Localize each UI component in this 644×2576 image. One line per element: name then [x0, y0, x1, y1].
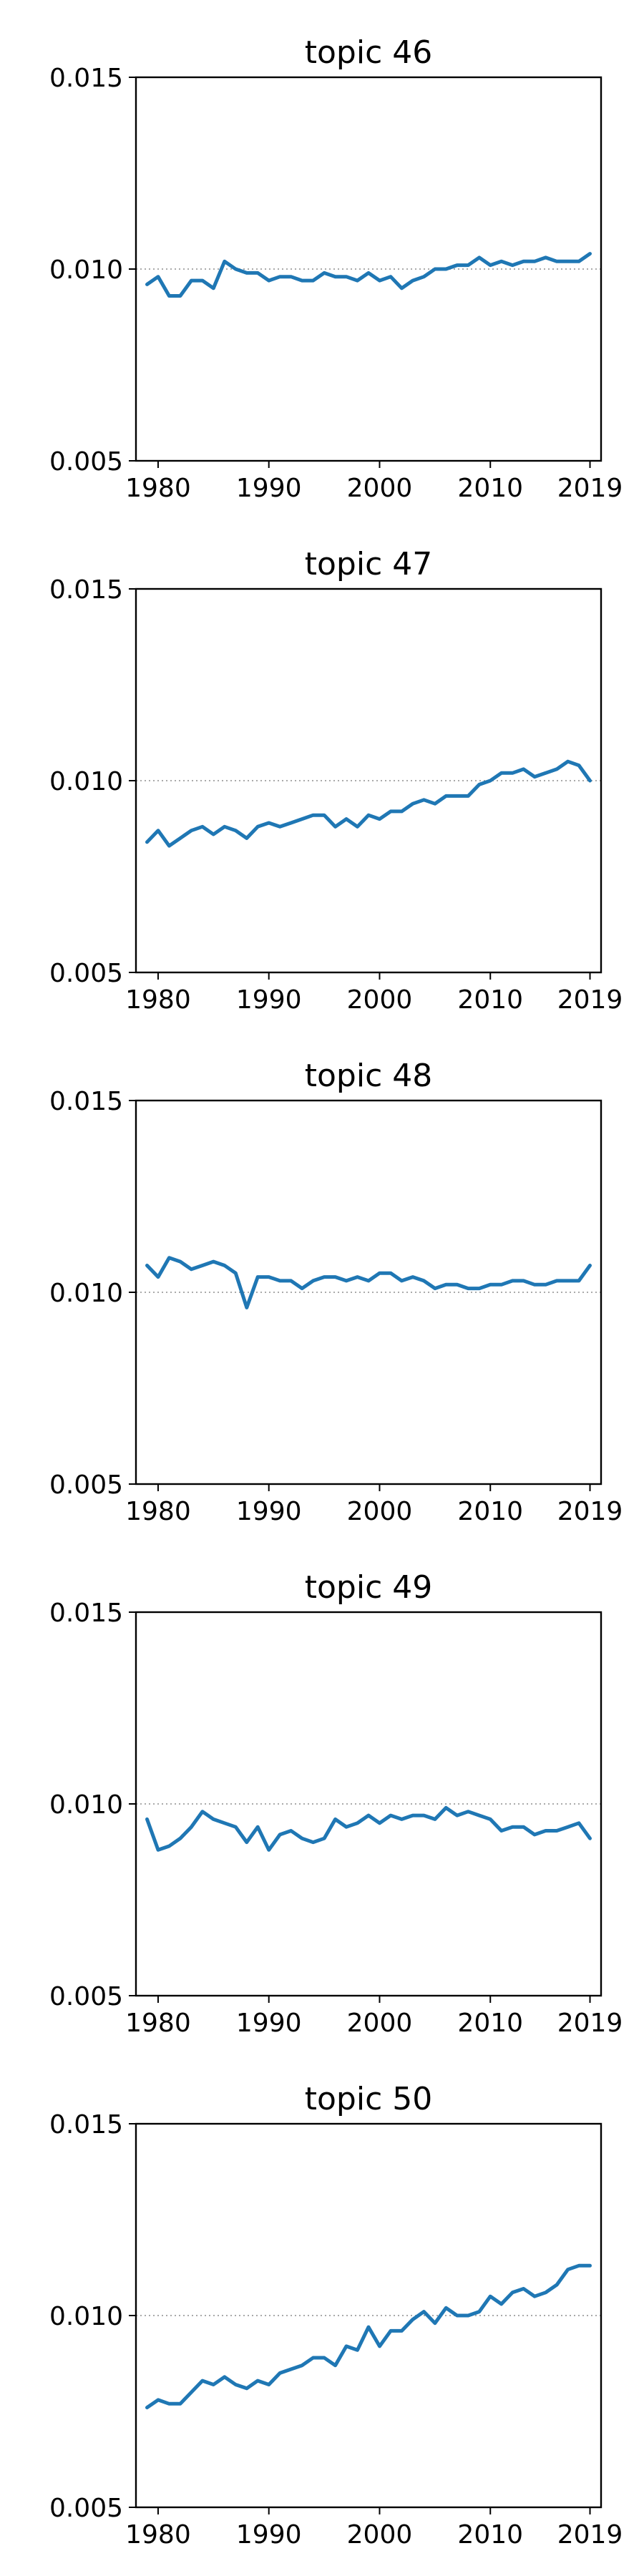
- y-tick-label: 0.015: [49, 575, 123, 605]
- y-tick-label: 0.005: [49, 959, 123, 988]
- series-line: [145, 252, 592, 298]
- y-tick-label: 0.010: [49, 767, 123, 796]
- y-tick-label: 0.010: [49, 1279, 123, 1308]
- x-tick-label: 2000: [347, 2520, 413, 2550]
- x-tick-label: 1990: [236, 2520, 302, 2550]
- x-tick-label: 2000: [347, 1497, 413, 1526]
- x-tick-label: 2000: [347, 2009, 413, 2038]
- x-tick-label: 1980: [125, 2520, 191, 2550]
- y-tick-label: 0.015: [49, 2110, 123, 2140]
- x-tick-label: 2019: [557, 1497, 623, 1526]
- x-tick-label: 1980: [125, 2009, 191, 2038]
- y-tick-label: 0.015: [49, 1087, 123, 1116]
- panel-title: topic 47: [305, 546, 433, 582]
- x-tick-label: 1980: [125, 985, 191, 1015]
- y-tick-label: 0.005: [49, 447, 123, 477]
- x-tick-label: 2010: [457, 2520, 523, 2550]
- x-tick-label: 1980: [125, 474, 191, 503]
- panel-title: topic 48: [305, 1058, 433, 1094]
- x-tick-label: 2010: [457, 985, 523, 1015]
- x-tick-label: 1990: [236, 985, 302, 1015]
- series-line: [145, 1805, 592, 1852]
- x-tick-label: 2019: [557, 474, 623, 503]
- y-tick-label: 0.010: [49, 1790, 123, 1820]
- panel-title: topic 50: [305, 2081, 433, 2117]
- y-tick-label: 0.015: [49, 64, 123, 93]
- series-line: [145, 759, 592, 848]
- x-tick-label: 2019: [557, 985, 623, 1015]
- panel-title: topic 46: [305, 34, 433, 71]
- x-tick-label: 1990: [236, 1497, 302, 1526]
- y-tick-label: 0.005: [49, 2494, 123, 2523]
- x-tick-label: 2000: [347, 985, 413, 1015]
- y-tick-label: 0.005: [49, 1470, 123, 1500]
- x-tick-label: 2000: [347, 474, 413, 503]
- series-line: [145, 2263, 592, 2410]
- chart-panel: topic 47 0.005 0.010 0.015 1980 1990 2000 2010 2…: [49, 546, 623, 1015]
- x-tick-label: 1990: [236, 2009, 302, 2038]
- y-tick-label: 0.010: [49, 2302, 123, 2331]
- x-tick-label: 2010: [457, 2009, 523, 2038]
- chart-panel: topic 48 0.005 0.010 0.015 1980 1990 2000 2010 2…: [49, 1058, 623, 1526]
- y-tick-label: 0.010: [49, 255, 123, 285]
- chart-panel: topic 50 0.005 0.010 0.015 1980 1990 2000 2010 2…: [49, 2081, 623, 2550]
- x-tick-label: 2010: [457, 1497, 523, 1526]
- chart-panel: topic 46 0.005 0.010 0.015 1980 1990 2000 2010 2…: [49, 34, 623, 503]
- y-tick-label: 0.005: [49, 1982, 123, 2011]
- x-tick-label: 1990: [236, 474, 302, 503]
- x-tick-label: 2019: [557, 2009, 623, 2038]
- series-line: [145, 1256, 592, 1309]
- x-tick-label: 2010: [457, 474, 523, 503]
- x-tick-label: 1980: [125, 1497, 191, 1526]
- chart-panel: topic 49 0.005 0.010 0.015 1980 1990 2000 2010 2…: [49, 1569, 623, 2038]
- x-tick-label: 2019: [557, 2520, 623, 2550]
- y-tick-label: 0.015: [49, 1599, 123, 1628]
- panel-title: topic 49: [305, 1569, 433, 1606]
